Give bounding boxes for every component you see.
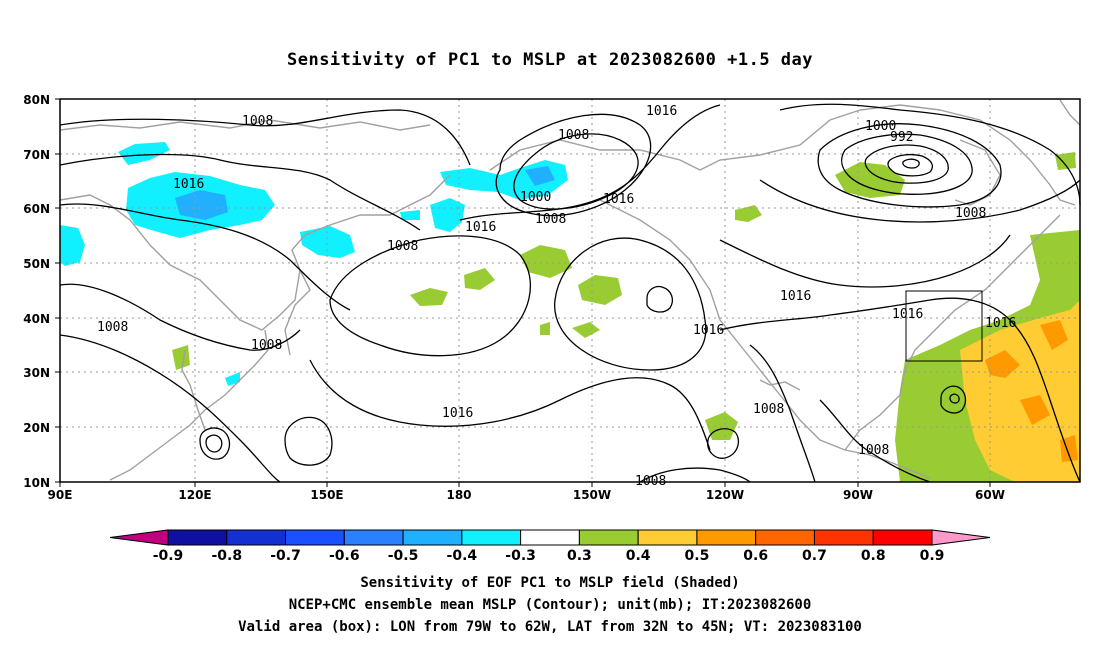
colorbar-label: 0.3 — [567, 548, 592, 564]
contour-label: 992 — [890, 130, 913, 145]
lat-tick-label: 50N — [23, 257, 50, 271]
colorbar-label: -0.4 — [447, 548, 478, 564]
colorbar-segment — [696, 529, 757, 546]
contour-label: 1008 — [97, 320, 128, 335]
colorbar-segment — [578, 529, 639, 546]
lat-tick-label: 20N — [23, 421, 50, 435]
lon-tick-label: 150E — [310, 488, 343, 502]
contour-label: 1000 — [865, 119, 896, 134]
contour-label: 1016 — [646, 104, 677, 119]
contour-label: 1008 — [955, 206, 986, 221]
colorbar-label: 0.8 — [861, 548, 886, 564]
lon-axis: 90E 120E 150E 180 150W 120W 90W 60W — [48, 482, 1005, 502]
map-figure: 1008 1008 1016 1008 1016 1008 1000 1016 … — [23, 93, 1081, 564]
lon-tick-label: 90W — [843, 488, 873, 502]
colorbar: -0.9 -0.8 -0.7 -0.6 -0.5 -0.4 -0.3 0.3 0.4 0.5 0.6… — [109, 529, 991, 564]
lat-axis: 80N 70N 60N 50N 40N 30N 20N 10N — [23, 93, 60, 490]
grid-lines — [60, 99, 1080, 482]
colorbar-label: 0.4 — [626, 548, 651, 564]
lat-tick-label: 80N — [23, 93, 50, 107]
contour-label: 1008 — [242, 114, 273, 129]
map-panel: 1008 1008 1016 1008 1016 1008 1000 1016 … — [59, 98, 1081, 489]
caption-contour: NCEP+CMC ensemble mean MSLP (Contour); u… — [288, 597, 812, 613]
negative-sensitivity-core — [175, 166, 555, 220]
contour-label: 1008 — [558, 128, 589, 143]
contour-label: 1000 — [520, 190, 551, 205]
colorbar-label: 0.5 — [685, 548, 710, 564]
contour-label: 1016 — [693, 323, 724, 338]
colorbar-segment — [285, 529, 345, 546]
chart-title: Sensitivity of PC1 to MSLP at 2023082600… — [286, 50, 813, 70]
colorbar-segment — [813, 529, 874, 546]
contour-label: 1016 — [780, 289, 811, 304]
contour-labels: 1008 1008 1016 1008 1016 1008 1000 1016 … — [97, 104, 1016, 489]
positive-sensitivity-shading — [172, 152, 1080, 482]
colorbar-extend-low — [109, 529, 169, 546]
lon-tick-label: 120W — [706, 488, 744, 502]
contour-label: 1016 — [442, 406, 473, 421]
lat-tick-label: 60N — [23, 202, 50, 216]
lat-tick-label: 10N — [23, 476, 50, 490]
colorbar-segment — [755, 529, 815, 546]
colorbar-label: -0.3 — [505, 548, 536, 564]
coastlines — [59, 99, 1081, 481]
contour-label: 1008 — [753, 402, 784, 417]
colorbar-segment — [167, 529, 228, 546]
caption-shading: Sensitivity of EOF PC1 to MSLP field (Sh… — [360, 575, 740, 591]
lon-tick-label: 180 — [446, 488, 471, 502]
colorbar-segment — [402, 529, 463, 546]
colorbar-segment — [343, 529, 404, 546]
colorbar-label: -0.6 — [329, 548, 360, 564]
contour-label: 1016 — [465, 220, 496, 235]
colorbar-segment — [637, 529, 698, 546]
lon-tick-label: 90E — [48, 488, 73, 502]
contour-label: 1008 — [387, 239, 418, 254]
colorbar-segment — [461, 529, 522, 546]
contour-label: 1008 — [535, 212, 566, 227]
lon-tick-label: 120E — [178, 488, 211, 502]
lat-tick-label: 70N — [23, 148, 50, 162]
colorbar-label: 0.6 — [743, 548, 768, 564]
colorbar-segment — [226, 529, 287, 546]
contour-label: 1016 — [173, 177, 204, 192]
contour-label: 1016 — [603, 192, 634, 207]
colorbar-label: 0.9 — [920, 548, 945, 564]
valid-area-box — [905, 290, 983, 362]
mslp-contours — [59, 103, 1081, 483]
lon-tick-label: 150W — [573, 488, 611, 502]
colorbar-label: -0.9 — [153, 548, 184, 564]
lat-tick-label: 30N — [23, 366, 50, 380]
colorbar-label: 0.7 — [802, 548, 827, 564]
colorbar-label: -0.7 — [270, 548, 301, 564]
contour-label: 1008 — [858, 443, 889, 458]
lon-tick-label: 60W — [975, 488, 1005, 502]
lat-tick-label: 40N — [23, 312, 50, 326]
contour-label: 1016 — [892, 307, 923, 322]
map-frame — [59, 98, 1081, 483]
colorbar-label: -0.8 — [211, 548, 242, 564]
colorbar-label: -0.5 — [388, 548, 419, 564]
caption-valid-area: Valid area (box): LON from 79W to 62W, L… — [238, 619, 862, 635]
contour-label: 1008 — [251, 338, 282, 353]
contour-label: 1016 — [985, 316, 1016, 331]
colorbar-segment — [520, 529, 580, 546]
colorbar-segment — [872, 529, 933, 546]
colorbar-extend-high — [931, 529, 991, 546]
